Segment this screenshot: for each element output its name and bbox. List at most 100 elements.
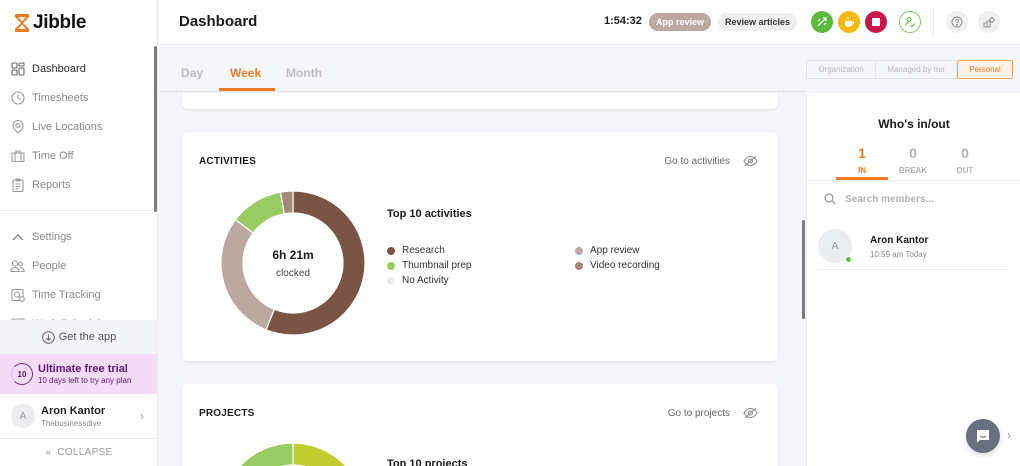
legend-item-no-activity[interactable]: No Activity: [387, 275, 575, 286]
sidebar-item-time-tracking[interactable]: Time Tracking: [0, 280, 152, 309]
people-icon: [10, 258, 25, 273]
whos-in-out-title: Who's in/out: [878, 117, 950, 131]
help-button[interactable]: [946, 11, 968, 33]
legend-item-research[interactable]: Research: [387, 245, 575, 256]
member-list-item[interactable]: A Aron Kantor 10:59 am Today: [817, 227, 1009, 270]
projects-donut-chart[interactable]: [220, 442, 366, 466]
header-divider: [933, 8, 934, 36]
filter-personal[interactable]: Personal: [957, 60, 1013, 79]
tab-break[interactable]: 0 BREAK: [887, 145, 939, 175]
switch-icon: [817, 17, 827, 27]
hide-widget-icon[interactable]: [743, 154, 758, 172]
legend-item-video-recording[interactable]: Video recording: [575, 260, 763, 271]
sidebar-item-live-locations[interactable]: Live Locations: [0, 112, 152, 141]
double-chevron-left-icon: «: [45, 447, 52, 458]
sidebar-item-dashboard[interactable]: Dashboard: [0, 54, 152, 83]
page-title: Dashboard: [179, 13, 258, 30]
break-label: BREAK: [898, 166, 928, 175]
organization-settings-button[interactable]: [978, 11, 1000, 33]
top-header: Dashboard 1:54:32 App review Review arti…: [159, 0, 1020, 45]
legend-dot: [387, 261, 395, 270]
sidebar-item-label: Live Locations: [32, 120, 103, 133]
user-name: Aron Kantor: [41, 404, 106, 417]
legend-dot: [387, 276, 395, 285]
organization-name: Thebusinessdive: [41, 418, 102, 428]
sidebar-item-people[interactable]: People: [0, 251, 152, 280]
filter-managed-by-me[interactable]: Managed by me: [876, 60, 957, 79]
filter-organization[interactable]: Organization: [806, 60, 876, 79]
download-icon: [41, 330, 55, 344]
search-members-input[interactable]: [845, 193, 1005, 205]
collapse-sidebar-button[interactable]: « COLLAPSE: [0, 438, 157, 466]
legend-label: Thumbnail prep: [402, 260, 472, 271]
coffee-cup-icon: [845, 17, 854, 27]
go-to-projects-link[interactable]: Go to projects: [667, 408, 730, 419]
legend-item-thumbnail-prep[interactable]: Thumbnail prep: [387, 260, 575, 271]
collapse-label: COLLAPSE: [57, 447, 113, 458]
legend-item-app-review[interactable]: App review: [575, 245, 763, 256]
legend-label: App review: [590, 245, 640, 256]
current-project-chip[interactable]: Review articles: [718, 13, 798, 31]
out-count: 0: [961, 145, 969, 161]
period-tabs: Day Week Month: [159, 46, 806, 92]
nav-divider: [0, 210, 157, 211]
activities-donut-chart[interactable]: [220, 190, 366, 336]
sidebar-item-label: Time Off: [32, 149, 74, 162]
chevron-up-icon: [10, 229, 25, 244]
user-profile-button[interactable]: A Aron Kantor Thebusinessdive ›: [0, 396, 157, 436]
content-scrollbar[interactable]: [802, 220, 805, 319]
hide-widget-icon[interactable]: [743, 406, 758, 424]
sidebar-item-label: Reports: [32, 178, 71, 191]
dashboard-icon: [10, 61, 25, 76]
get-the-app-label: Get the app: [58, 331, 117, 343]
legend-dot: [387, 246, 395, 255]
trial-title: Ultimate free trial: [38, 363, 128, 375]
whos-in-out-panel: Who's in/out 1 IN 0 BREAK 0 OUT A Aron K…: [806, 93, 1020, 466]
tab-in[interactable]: 1 IN: [836, 145, 888, 175]
total-clocked-label: clocked: [276, 267, 310, 279]
sidebar-item-label: Timesheets: [32, 91, 89, 104]
activities-legend: Research App review Thumbnail prep Video…: [387, 245, 777, 286]
logo[interactable]: Jibble: [14, 12, 86, 34]
org-settings-icon: [983, 17, 995, 28]
tab-out[interactable]: 0 OUT: [939, 145, 991, 175]
chevron-right-icon[interactable]: ›: [1007, 428, 1011, 442]
go-to-activities-link[interactable]: Go to activities: [664, 156, 730, 167]
scope-filter-group: Organization Managed by me Personal: [806, 60, 1013, 79]
tab-day[interactable]: Day: [181, 66, 204, 80]
in-label: IN: [858, 166, 866, 175]
switch-activity-button[interactable]: [811, 11, 833, 33]
activities-card: ACTIVITIES Go to activities 6h 21m clock…: [182, 132, 778, 361]
jibble-logo-icon: [15, 14, 29, 32]
app-name: Jibble: [33, 12, 87, 33]
avatar: A: [11, 404, 35, 428]
location-pin-icon: [10, 119, 25, 134]
sidebar-item-label: People: [32, 259, 67, 272]
suitcase-icon: [10, 148, 25, 163]
dashboard-content: ACTIVITIES Go to activities 6h 21m clock…: [159, 93, 804, 466]
member-name: Aron Kantor: [870, 235, 929, 246]
out-label: OUT: [956, 166, 974, 175]
sidebar-settings-toggle[interactable]: Settings: [0, 222, 152, 251]
legend-title: Top 10 activities: [387, 208, 472, 220]
active-tab-indicator: [219, 88, 275, 91]
clock-icon: [10, 90, 25, 105]
sidebar-item-reports[interactable]: Reports: [0, 170, 152, 199]
sidebar-item-timesheets[interactable]: Timesheets: [0, 83, 152, 112]
clock-in-members-button[interactable]: [899, 11, 921, 33]
current-activity-chip[interactable]: App review: [649, 13, 712, 31]
tab-month[interactable]: Month: [286, 66, 322, 80]
sidebar-item-time-off[interactable]: Time Off: [0, 141, 152, 170]
take-break-button[interactable]: [838, 11, 860, 33]
get-the-app-button[interactable]: Get the app: [0, 320, 157, 354]
sidebar-item-label: Settings: [32, 230, 72, 243]
projects-title: PROJECTS: [199, 408, 255, 419]
legend-label: Video recording: [590, 260, 660, 271]
sidebar-scrollbar[interactable]: [154, 46, 157, 212]
stop-icon: [872, 18, 880, 26]
activities-title: ACTIVITIES: [199, 156, 257, 167]
tab-week[interactable]: Week: [230, 66, 262, 80]
free-trial-banner[interactable]: 10 Ultimate free trial 10 days left to t…: [0, 354, 157, 394]
chat-support-button[interactable]: [966, 419, 1000, 453]
stop-timer-button[interactable]: [865, 11, 887, 33]
